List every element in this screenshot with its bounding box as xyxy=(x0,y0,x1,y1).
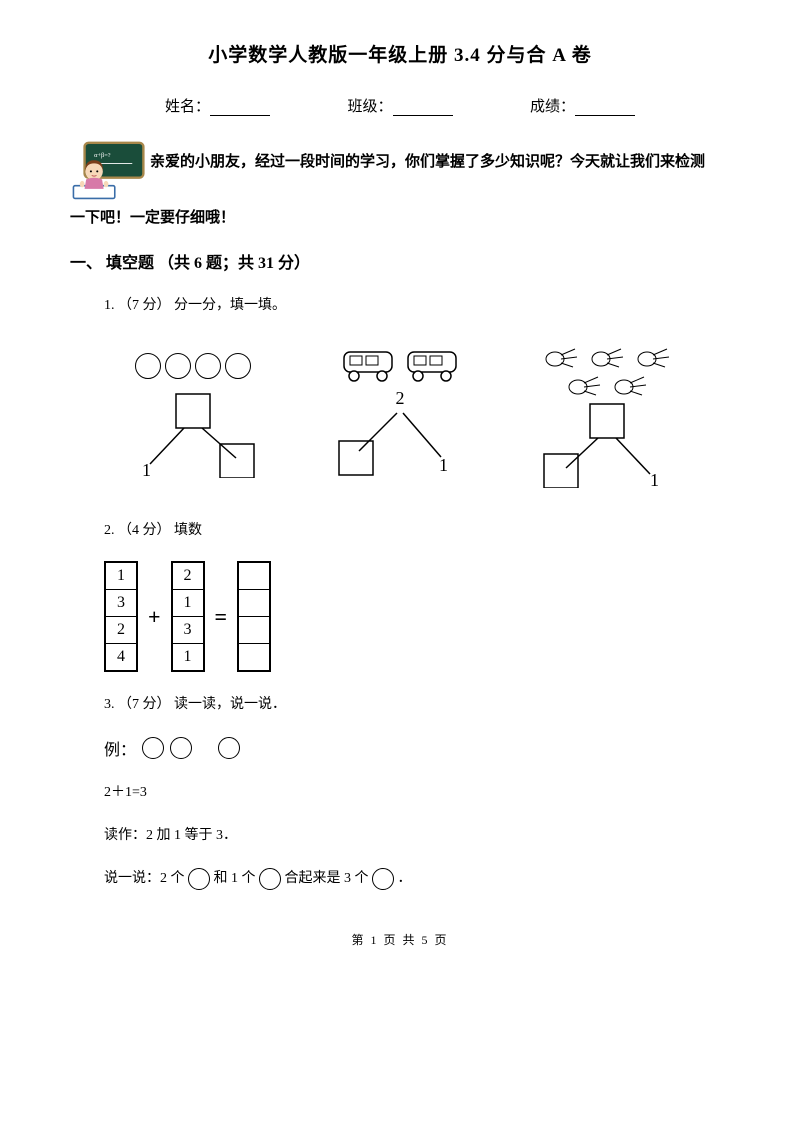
q2-diagram: 1 3 2 4 + 2 1 3 1 = xyxy=(104,561,730,672)
circle-icon xyxy=(372,868,394,890)
page-title: 小学数学人教版一年级上册 3.4 分与合 A 卷 xyxy=(70,40,730,67)
cell: 1 xyxy=(106,563,136,590)
class-label: 班级： xyxy=(347,99,392,115)
left-value: 1 xyxy=(142,460,151,478)
answer-box[interactable] xyxy=(339,441,373,475)
cell: 3 xyxy=(106,590,136,617)
radish-icon xyxy=(562,373,606,397)
circle-icon xyxy=(218,737,240,759)
answer-cell[interactable] xyxy=(239,617,269,644)
diagram-radishes: 1 xyxy=(522,344,692,488)
page-footer: 第 1 页 共 5 页 xyxy=(70,931,730,948)
circle-icon xyxy=(170,737,192,759)
score-label: 成绩： xyxy=(530,99,575,115)
right-value: 1 xyxy=(650,470,659,488)
equals-operator: = xyxy=(215,604,228,630)
circle-icon xyxy=(142,737,164,759)
q2-text: 2. （4 分） 填数 xyxy=(104,518,730,543)
cell: 2 xyxy=(173,563,203,590)
score-blank[interactable] xyxy=(575,101,635,116)
name-blank[interactable] xyxy=(210,101,270,116)
answer-cell[interactable] xyxy=(239,563,269,590)
answer-cell[interactable] xyxy=(239,644,269,670)
q1-text: 1. （7 分） 分一分，填一填。 xyxy=(104,293,730,318)
greeting-line2: 一下吧！一定要仔细哦！ xyxy=(70,206,730,227)
circle-icon xyxy=(165,353,191,379)
info-row: 姓名： 班级： 成绩： xyxy=(70,95,730,116)
example-label: 例： xyxy=(104,736,136,760)
q3-read-as: 读作：2 加 1 等于 3． xyxy=(104,823,730,848)
explain-pre: 说一说：2 个 xyxy=(104,871,185,886)
circle-icon xyxy=(225,353,251,379)
q3-example: 例： xyxy=(104,736,730,760)
cell: 3 xyxy=(173,617,203,644)
class-blank[interactable] xyxy=(393,101,453,116)
answer-cell[interactable] xyxy=(239,590,269,617)
circle-icon xyxy=(135,353,161,379)
radish-icon xyxy=(539,345,583,369)
circle-icon xyxy=(188,868,210,890)
radish-icon xyxy=(608,373,652,397)
split-tree-icon: 1 xyxy=(325,409,475,479)
cell: 4 xyxy=(106,644,136,670)
circle-icon xyxy=(259,868,281,890)
car-icon xyxy=(338,346,398,386)
split-tree-icon: 1 xyxy=(532,398,682,488)
circle-icon xyxy=(195,353,221,379)
name-label: 姓名： xyxy=(165,99,210,115)
explain-post2: ． xyxy=(398,871,412,886)
radish-icon xyxy=(585,345,629,369)
teacher-icon: α+β=? xyxy=(70,138,150,200)
cell: 2 xyxy=(106,617,136,644)
cell: 1 xyxy=(173,644,203,670)
column-result xyxy=(237,561,271,672)
svg-text:α+β=?: α+β=? xyxy=(94,152,111,159)
section-heading: 一、 填空题 （共 6 题；共 31 分） xyxy=(70,249,730,273)
plus-operator: + xyxy=(148,604,161,630)
right-value: 1 xyxy=(439,455,448,475)
column-2: 2 1 3 1 xyxy=(171,561,205,672)
explain-post1: 合起来是 3 个 xyxy=(285,871,369,886)
diagram-cars: 2 1 xyxy=(315,344,485,488)
explain-mid: 和 1 个 xyxy=(214,871,256,886)
car-icon xyxy=(402,346,462,386)
column-1: 1 3 2 4 xyxy=(104,561,138,672)
q3-text: 3. （7 分） 读一读，说一说． xyxy=(104,692,730,717)
split-tree-icon: 1 xyxy=(118,388,268,478)
diagram-circles: 1 xyxy=(108,344,278,488)
greeting-line1: 亲爱的小朋友，经过一段时间的学习，你们掌握了多少知识呢？今天就让我们来检测 xyxy=(150,148,705,177)
q3-explain: 说一说：2 个 和 1 个 合起来是 3 个 ． xyxy=(104,866,730,891)
answer-box[interactable] xyxy=(544,454,578,488)
center-value: 2 xyxy=(395,388,404,409)
cell: 1 xyxy=(173,590,203,617)
q1-diagrams: 1 2 1 xyxy=(90,344,710,488)
radish-icon xyxy=(631,345,675,369)
q3-equation: 2＋1=3 xyxy=(104,780,730,805)
